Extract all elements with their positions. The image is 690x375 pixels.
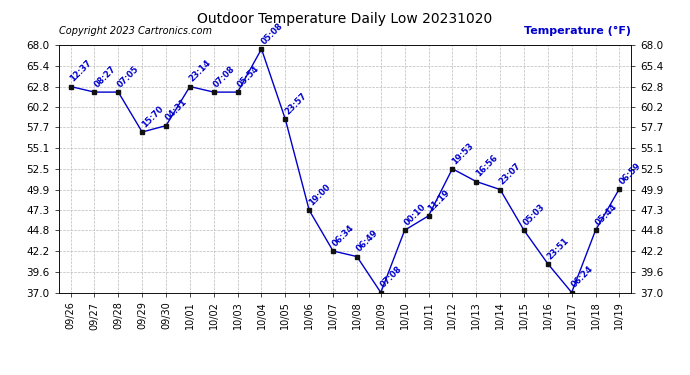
Text: 07:08: 07:08 — [212, 64, 237, 89]
Text: 05:44: 05:44 — [593, 202, 619, 228]
Text: 23:07: 23:07 — [498, 162, 523, 187]
Title: Outdoor Temperature Daily Low 20231020: Outdoor Temperature Daily Low 20231020 — [197, 12, 493, 26]
Text: 05:08: 05:08 — [259, 21, 284, 46]
Text: 07:05: 07:05 — [116, 64, 141, 89]
Text: 06:24: 06:24 — [569, 264, 595, 290]
Text: 07:08: 07:08 — [379, 265, 404, 290]
Text: 06:34: 06:34 — [331, 223, 356, 248]
Text: 06:59: 06:59 — [618, 161, 642, 186]
Text: 23:14: 23:14 — [188, 58, 213, 84]
Text: 23:57: 23:57 — [283, 91, 308, 117]
Text: 06:49: 06:49 — [355, 229, 380, 254]
Text: 11:19: 11:19 — [426, 188, 451, 213]
Text: 19:00: 19:00 — [307, 182, 332, 207]
Text: Copyright 2023 Cartronics.com: Copyright 2023 Cartronics.com — [59, 26, 212, 36]
Text: 05:03: 05:03 — [522, 202, 547, 228]
Text: 12:37: 12:37 — [68, 58, 94, 84]
Text: 23:51: 23:51 — [546, 236, 571, 261]
Text: 08:27: 08:27 — [92, 64, 117, 89]
Text: 05:54: 05:54 — [235, 64, 261, 89]
Text: 04:31: 04:31 — [164, 98, 189, 123]
Text: 00:10: 00:10 — [402, 202, 428, 228]
Text: 19:53: 19:53 — [450, 141, 475, 166]
Text: Temperature (°F): Temperature (°F) — [524, 26, 631, 36]
Text: 15:70: 15:70 — [140, 104, 165, 129]
Text: 16:56: 16:56 — [474, 153, 500, 179]
